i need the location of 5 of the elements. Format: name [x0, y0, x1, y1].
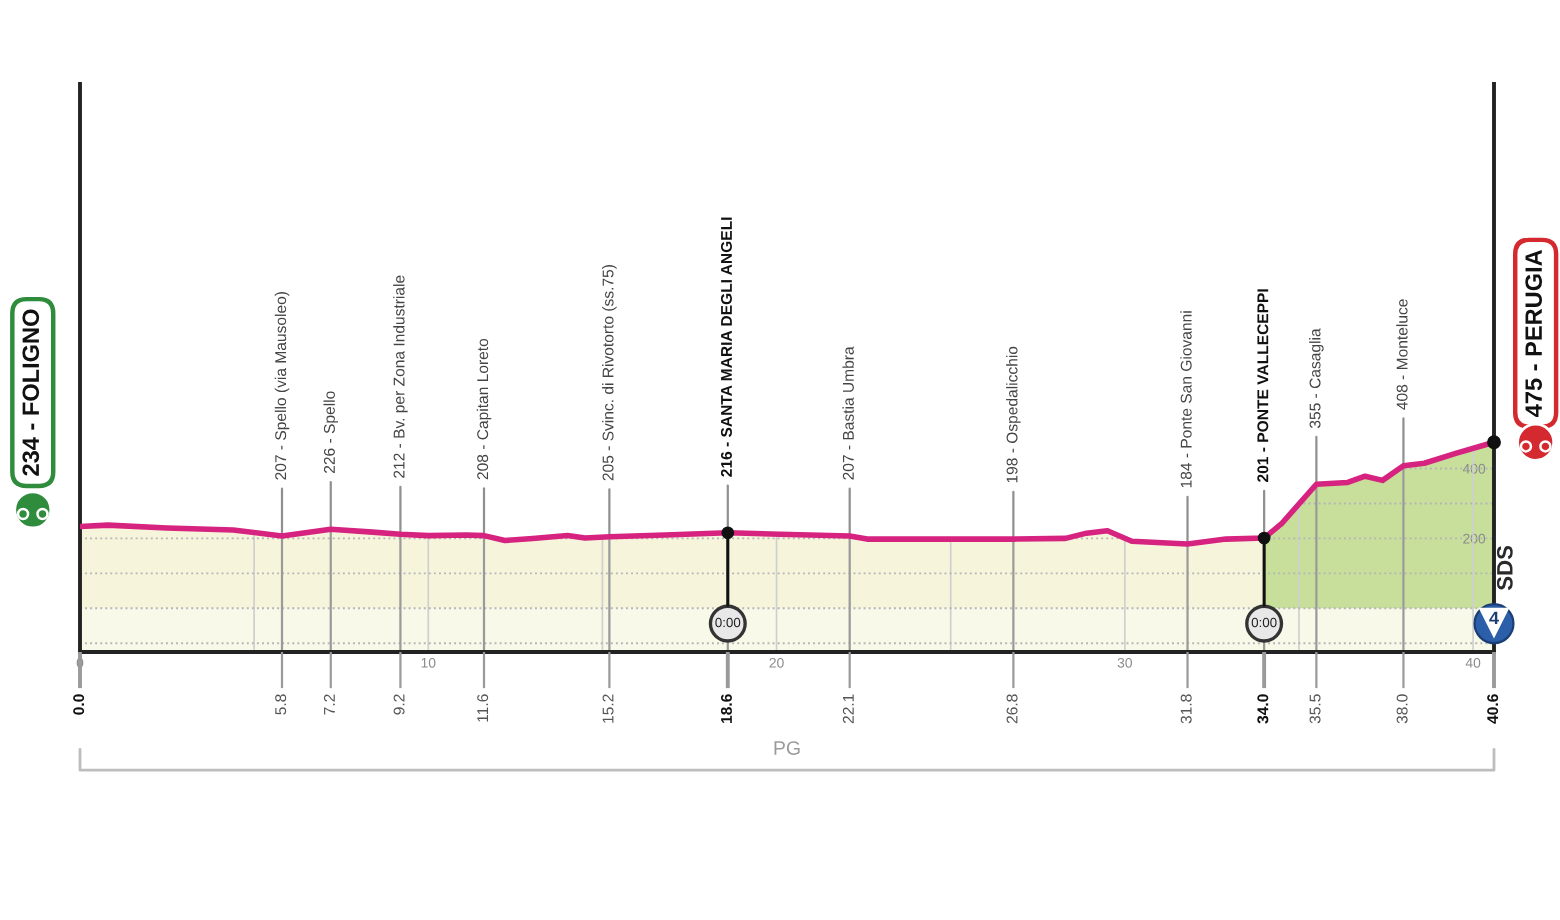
text: 234 - FOLIGNO [22, 309, 40, 476]
text: PG [774, 741, 800, 755]
text: SDS [1496, 545, 1513, 591]
annotation: 4 [1489, 611, 1499, 625]
text: 475 - PERUGIA [1525, 249, 1542, 417]
